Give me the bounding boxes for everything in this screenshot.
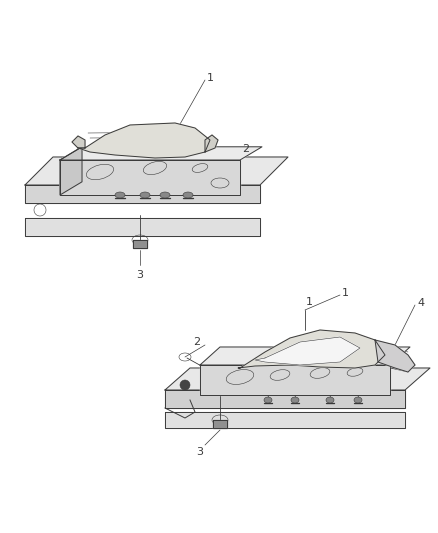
Polygon shape xyxy=(72,136,85,148)
Polygon shape xyxy=(238,330,385,368)
Ellipse shape xyxy=(264,397,272,403)
Polygon shape xyxy=(165,412,405,428)
Ellipse shape xyxy=(183,192,193,198)
Ellipse shape xyxy=(326,397,334,403)
Text: 1: 1 xyxy=(207,73,214,83)
Polygon shape xyxy=(200,365,390,395)
Text: 2: 2 xyxy=(242,144,249,154)
Polygon shape xyxy=(25,157,288,185)
Ellipse shape xyxy=(291,397,299,403)
Polygon shape xyxy=(60,147,82,195)
Text: 3: 3 xyxy=(196,447,203,457)
Polygon shape xyxy=(133,240,147,248)
Polygon shape xyxy=(375,340,415,372)
Text: 4: 4 xyxy=(417,298,424,308)
Ellipse shape xyxy=(160,192,170,198)
Polygon shape xyxy=(78,123,210,158)
Text: 3: 3 xyxy=(137,270,144,280)
Polygon shape xyxy=(60,160,240,195)
Ellipse shape xyxy=(140,192,150,198)
Ellipse shape xyxy=(115,192,125,198)
Polygon shape xyxy=(25,218,260,236)
Text: 1: 1 xyxy=(342,288,349,298)
Polygon shape xyxy=(205,135,218,152)
Polygon shape xyxy=(60,147,262,160)
Polygon shape xyxy=(165,368,430,390)
Polygon shape xyxy=(25,185,260,203)
Polygon shape xyxy=(255,337,360,365)
Polygon shape xyxy=(200,347,410,365)
Text: 2: 2 xyxy=(193,337,200,347)
Polygon shape xyxy=(213,420,227,428)
Ellipse shape xyxy=(354,397,362,403)
Text: 1: 1 xyxy=(306,297,313,307)
Ellipse shape xyxy=(180,380,190,390)
Polygon shape xyxy=(165,390,405,408)
